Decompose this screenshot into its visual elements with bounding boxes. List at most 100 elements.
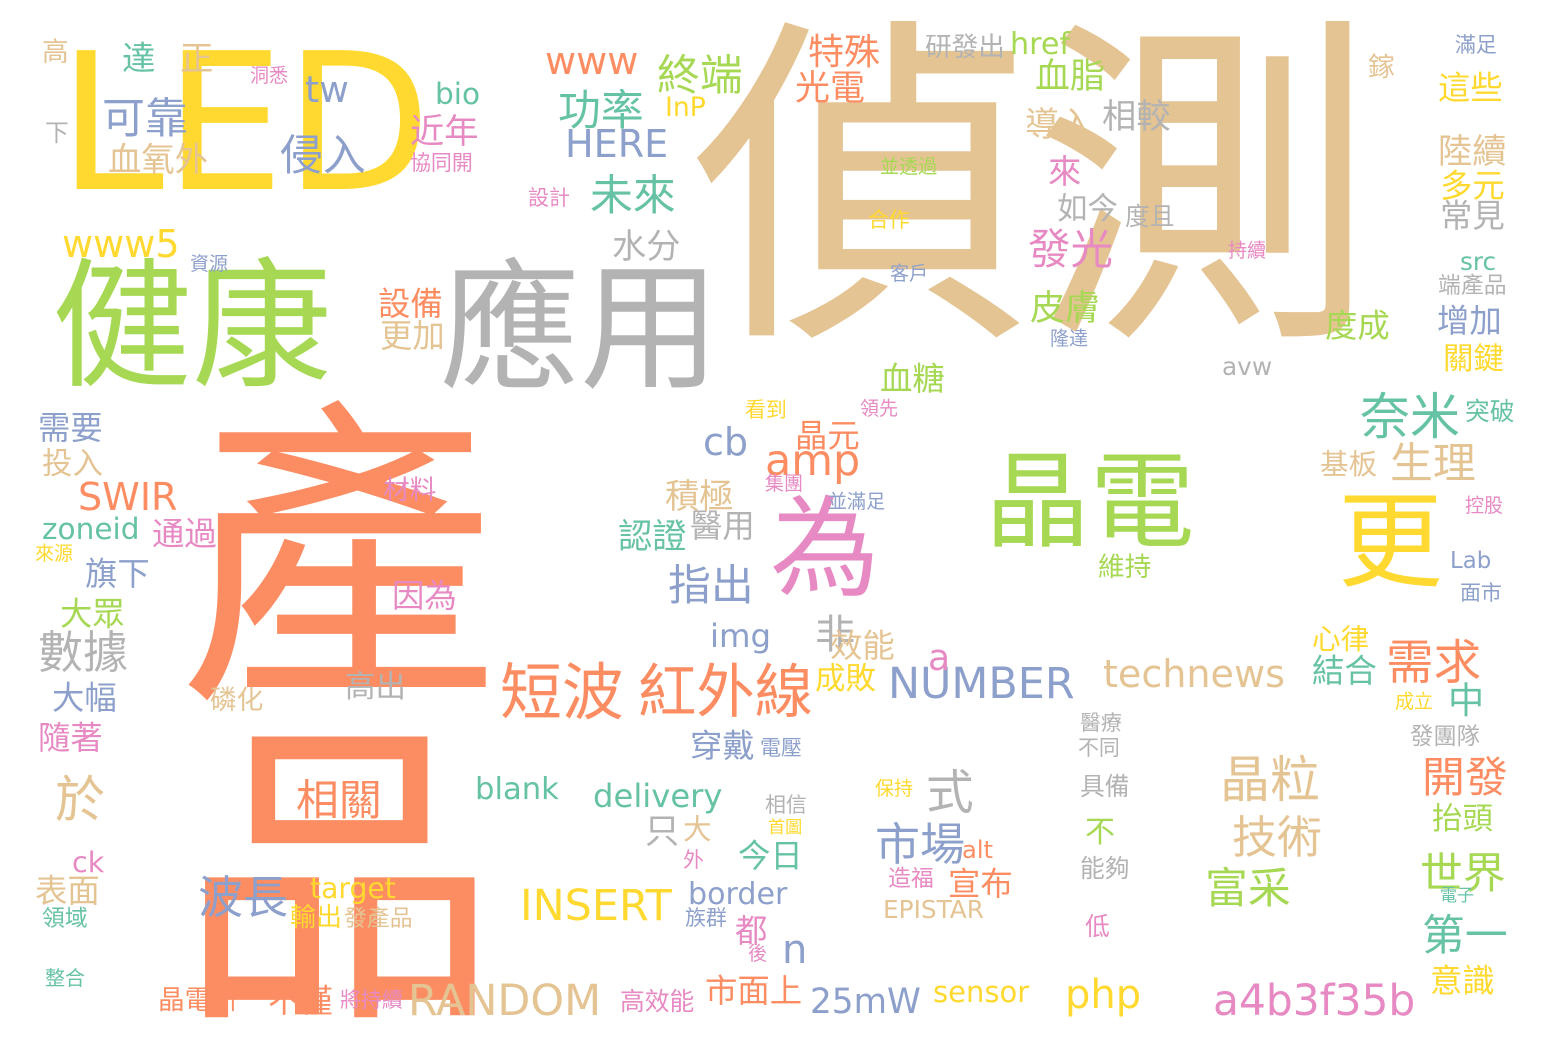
- word-today: 今日: [738, 837, 803, 875]
- word-launch: 面市: [1460, 581, 1502, 605]
- word-source: 來源: [35, 543, 74, 565]
- word-efficiency: 效能: [830, 627, 895, 665]
- word-establish: 成立: [1395, 691, 1434, 713]
- word-successively: 陸續: [1438, 132, 1507, 172]
- word-cooperation: 合作: [868, 208, 910, 232]
- word-different: 不同: [1078, 736, 1120, 760]
- word-non: 非: [815, 612, 855, 658]
- word-led: LED: [58, 12, 432, 234]
- word-able: 能夠: [1080, 854, 1130, 883]
- word-wavelength: 波長: [198, 871, 289, 924]
- word-diverse: 多元: [1440, 167, 1505, 205]
- word-epistar-cn: 晶電: [985, 441, 1195, 563]
- word-optoelectronic: 光電: [795, 69, 866, 109]
- word-pass: 通過: [152, 515, 217, 553]
- word-recent-years: 近年: [410, 112, 479, 152]
- word-see: 看到: [745, 398, 787, 422]
- word-product: 產品: [124, 390, 496, 1030]
- word-not-only: 不僅: [268, 982, 333, 1020]
- word-avw: avw: [1222, 352, 1273, 381]
- word-lab: Lab: [1450, 548, 1492, 574]
- word-phosphide: 磷化: [210, 685, 264, 716]
- word-market: 市場: [875, 818, 966, 871]
- word-and-through: 並透過: [880, 156, 938, 178]
- word-end-product: 端產品: [1438, 273, 1507, 299]
- word-certification: 認證: [618, 517, 687, 557]
- word-a4b3f35b: a4b3f35b: [1213, 976, 1416, 1025]
- word-combine: 結合: [1312, 652, 1377, 690]
- word-voltage: 電壓: [760, 736, 802, 760]
- word-common: 常見: [1440, 197, 1505, 235]
- word-infrared: 紅外線: [638, 658, 813, 726]
- word-power: 功率: [558, 86, 644, 136]
- word-compared: 相較: [1102, 97, 1171, 137]
- word-tw: tw: [305, 68, 349, 111]
- word-integrate: 整合: [45, 966, 85, 990]
- word-heart-rhythm: 心律: [1312, 622, 1370, 656]
- word-believe: 相信: [765, 793, 807, 817]
- word-increase: 增加: [1437, 302, 1502, 340]
- word-wei: 為: [770, 485, 880, 613]
- word-continue: 持續: [1228, 240, 1267, 262]
- word-reliable: 可靠: [102, 94, 188, 144]
- word-developed: 研發出: [925, 32, 1005, 63]
- word-design: 設計: [528, 186, 570, 210]
- word-high-efficiency: 高效能: [620, 987, 695, 1016]
- word-php: php: [1065, 972, 1142, 1018]
- word-target: target: [310, 872, 396, 905]
- word-key: 關鍵: [1443, 342, 1504, 377]
- word-more: 更加: [380, 317, 445, 355]
- word-zhong: 中: [1448, 679, 1485, 722]
- word-big: 大: [683, 812, 712, 846]
- word-da: 達: [122, 39, 156, 78]
- word-zoneid: zoneid: [42, 512, 140, 546]
- word-lextar: 隆達: [1050, 328, 1089, 350]
- word-customer: 客戶: [890, 263, 929, 285]
- word-surface: 表面: [35, 872, 100, 910]
- word-technology: 技術: [1232, 811, 1323, 864]
- word-dev-product: 發產品: [344, 906, 413, 932]
- word-inp: InP: [665, 92, 706, 123]
- word-n: n: [782, 927, 808, 973]
- word-these: 這些: [1438, 69, 1503, 107]
- word-blood-lipid: 血脂: [1035, 57, 1106, 97]
- word-short-wave: 短波: [500, 657, 624, 729]
- word-geng: 更: [1338, 481, 1443, 603]
- word-keep: 保持: [875, 778, 914, 800]
- word-active: 積極: [665, 477, 734, 517]
- word-duqie: 度且: [1125, 202, 1175, 231]
- word-demand: 需求: [1386, 636, 1482, 691]
- word-bu: 不: [1085, 815, 1115, 850]
- word-holding: 控股: [1465, 495, 1504, 517]
- word-amp: amp: [765, 436, 861, 486]
- word-and-satisfy: 並滿足: [828, 491, 886, 513]
- word-epistar-research: 晶電研: [158, 985, 238, 1016]
- word-sensor: sensor: [933, 975, 1030, 1009]
- word-blank: blank: [475, 772, 559, 807]
- word-medical-use: 醫用: [690, 507, 755, 545]
- word-img: img: [710, 617, 772, 655]
- word-delivery: delivery: [593, 777, 723, 815]
- word-chip: 晶粒: [1220, 751, 1320, 809]
- word-subsidiary: 旗下: [85, 555, 150, 593]
- word-because: 因為: [392, 577, 457, 615]
- word-xia: 下: [45, 119, 69, 147]
- word-lai: 來: [1048, 152, 1082, 191]
- word-need: 需要: [38, 409, 103, 447]
- word-future: 未來: [590, 171, 676, 221]
- word-ethnic-group: 族群: [685, 906, 727, 930]
- word-rise: 抬頭: [1432, 802, 1493, 837]
- word-medical: 醫療: [1080, 711, 1122, 735]
- word-field: 領域: [42, 906, 88, 932]
- word-group: 集團: [765, 473, 804, 495]
- word-ducheng: 度成: [1325, 307, 1390, 345]
- word-src: src: [1460, 247, 1497, 276]
- word-announce: 宣布: [948, 865, 1013, 903]
- word-ck: ck: [72, 845, 105, 879]
- word-point-out: 指出: [668, 561, 754, 611]
- word-will-continue: 將持續: [340, 988, 403, 1012]
- word-terminal: 終端: [657, 51, 743, 101]
- word-higher-than: 高出: [345, 670, 406, 705]
- word-yu: 於: [55, 771, 105, 829]
